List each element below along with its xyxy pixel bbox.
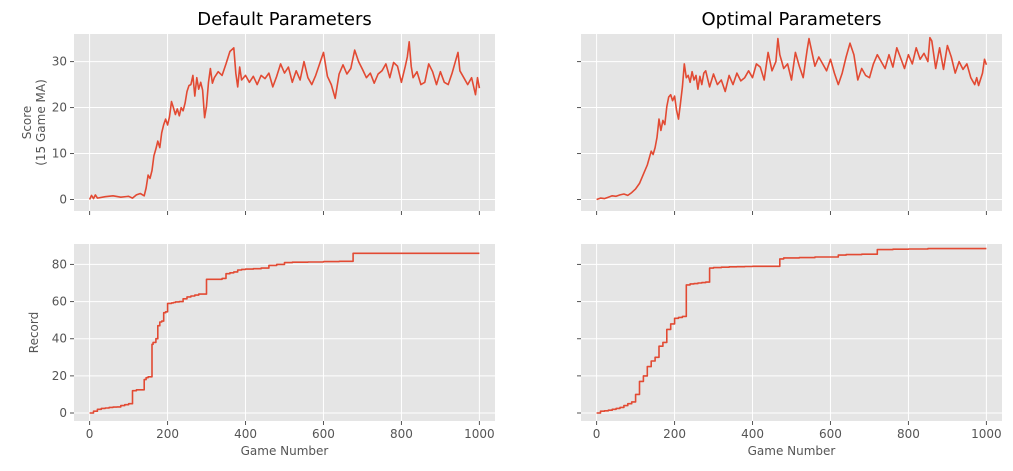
x-tick-label: 1000	[464, 427, 495, 441]
x-axis-label: Game Number	[748, 444, 836, 458]
chart-title: Default Parameters	[197, 9, 372, 30]
y-tick-label: 10	[52, 147, 67, 161]
series-line	[89, 252, 480, 414]
chart-title: Optimal Parameters	[702, 9, 882, 30]
y-tick-label: 0	[59, 193, 67, 207]
series-line	[596, 247, 987, 414]
y-tick-label: 60	[52, 295, 67, 309]
y-tick-label: 30	[52, 55, 67, 69]
x-tick-label: 800	[897, 427, 920, 441]
x-tick-label: 0	[86, 427, 94, 441]
plot-area	[581, 34, 1002, 211]
x-tick-label: 400	[234, 427, 257, 441]
panel-default-score: 0 10 20 30 Default Parameters Score(15 Game M…	[20, 9, 495, 215]
plot-area	[74, 244, 495, 421]
x-axis-label: Game Number	[241, 444, 329, 458]
y-axis-label: Record	[27, 312, 41, 353]
series-line	[596, 36, 988, 201]
y-tick-label: 80	[52, 257, 67, 271]
y-tick-label: 20	[52, 369, 67, 383]
panel-default-record: 0 200 400 600 800 1000 0 20 40 60 80 Game Number Rec…	[27, 244, 495, 458]
y-tick-label: 0	[59, 406, 67, 420]
x-tick-label: 200	[156, 427, 179, 441]
x-tick-label: 800	[390, 427, 413, 441]
series-line	[88, 40, 481, 200]
y-tick-label: 20	[52, 101, 67, 115]
plot-area	[74, 34, 495, 211]
x-tick-label: 0	[593, 427, 601, 441]
panel-optimal-record: 0 200 400 600 800 1000 Game Number	[577, 244, 1002, 458]
y-tick-label: 40	[52, 332, 67, 346]
x-tick-label: 200	[663, 427, 686, 441]
x-tick-label: 1000	[971, 427, 1002, 441]
plot-area	[581, 244, 1002, 421]
y-axis-label: Score(15 Game MA)	[20, 79, 48, 166]
x-tick-label: 600	[819, 427, 842, 441]
x-tick-label: 400	[741, 427, 764, 441]
x-tick-label: 600	[312, 427, 335, 441]
panel-optimal-score: Optimal Parameters	[577, 9, 1002, 215]
